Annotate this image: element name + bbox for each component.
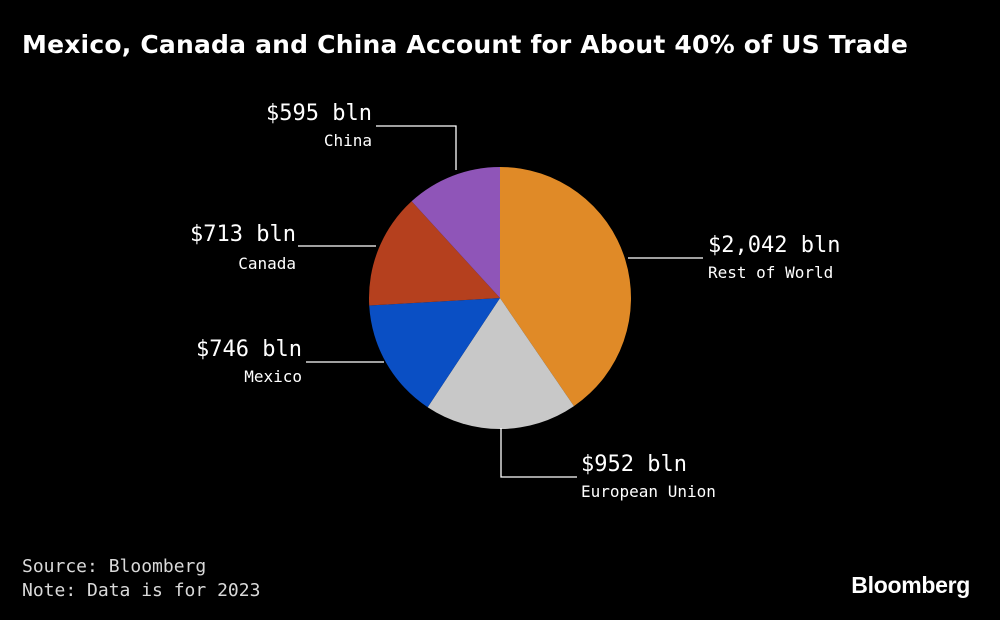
- slice-category-label: Rest of World: [708, 263, 833, 282]
- slice-value-label: $595 bln: [266, 101, 372, 126]
- source-note: Source: Bloomberg: [22, 556, 207, 577]
- slice-category-label: Mexico: [244, 367, 302, 386]
- data-note: Note: Data is for 2023: [22, 580, 261, 601]
- pie-slice-rest-of-world: [500, 167, 631, 407]
- slice-value-label: $952 bln: [581, 452, 687, 477]
- chart-footer: Source: Bloomberg Note: Data is for 2023: [22, 555, 260, 603]
- chart-title: Mexico, Canada and China Account for Abo…: [22, 30, 909, 59]
- slice-category-label: Canada: [238, 254, 296, 273]
- pie-slice-mexico: [369, 298, 500, 408]
- slice-value-label: $713 bln: [190, 222, 296, 247]
- slice-category-label: European Union: [581, 482, 716, 501]
- slice-value-label: $746 bln: [196, 337, 302, 362]
- slice-value-label: $2,042 bln: [708, 233, 840, 258]
- bloomberg-logo: Bloomberg: [851, 572, 970, 598]
- slice-category-label: China: [324, 131, 372, 150]
- pie-slice-canada: [368, 201, 500, 306]
- pie-slice-european-union: [427, 298, 574, 430]
- leader-line: [500, 428, 577, 478]
- leader-line: [376, 125, 457, 170]
- pie-slice-china: [411, 167, 500, 298]
